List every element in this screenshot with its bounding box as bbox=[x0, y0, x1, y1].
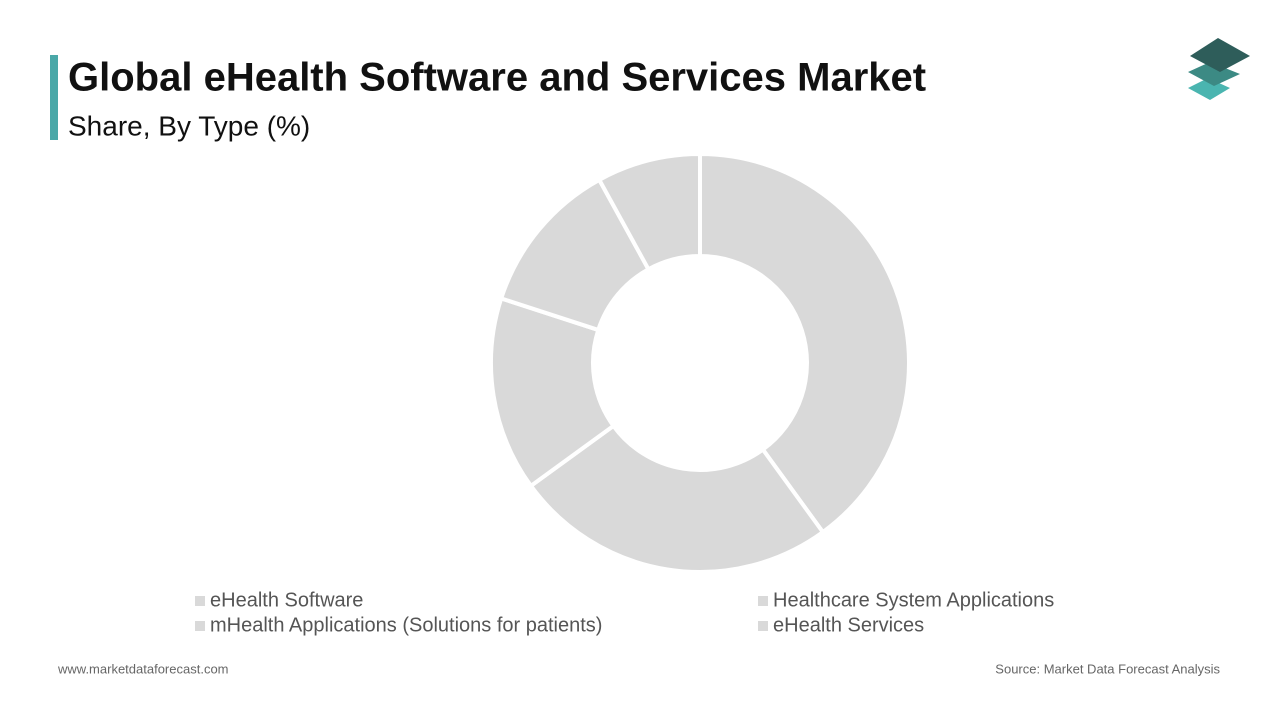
title-accent bbox=[50, 55, 58, 140]
legend-label: Healthcare System Applications bbox=[773, 589, 1054, 611]
logo bbox=[1188, 38, 1250, 100]
legend-swatch bbox=[195, 596, 205, 606]
legend-swatch bbox=[758, 596, 768, 606]
footer-website: www.marketdataforecast.com bbox=[57, 661, 229, 676]
legend-label: eHealth Services bbox=[773, 614, 924, 636]
footer-source: Source: Market Data Forecast Analysis bbox=[995, 661, 1220, 676]
donut-slice bbox=[596, 151, 702, 272]
legend-swatch bbox=[758, 621, 768, 631]
legend-label: mHealth Applications (Solutions for pati… bbox=[210, 614, 602, 636]
donut-slice bbox=[698, 151, 911, 535]
chart-title: Global eHealth Software and Services Mar… bbox=[68, 56, 926, 100]
legend-label: eHealth Software bbox=[210, 589, 363, 611]
donut-slice bbox=[528, 423, 826, 574]
donut-slice bbox=[489, 295, 617, 489]
chart-subtitle: Share, By Type (%) bbox=[68, 110, 310, 141]
legend-swatch bbox=[195, 621, 205, 631]
